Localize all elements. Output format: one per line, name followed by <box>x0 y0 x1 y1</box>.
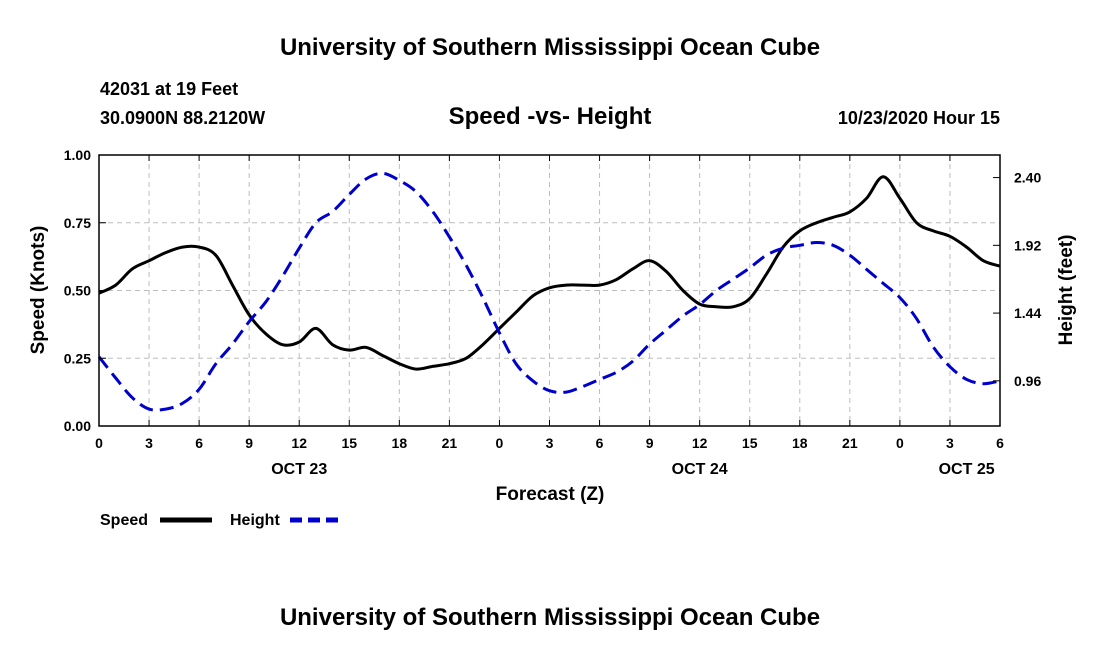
legend-height-label: Height <box>230 512 280 529</box>
station-label: 42031 at 19 Feet <box>100 79 238 99</box>
date-label: 10/23/2020 Hour 15 <box>838 108 1000 128</box>
x-tick-label: 12 <box>692 435 708 451</box>
y2-axis-label: Height (feet) <box>1056 235 1077 346</box>
top-title: University of Southern Mississippi Ocean… <box>280 34 820 61</box>
x-tick-label: 0 <box>95 435 103 451</box>
x-axis-label: Forecast (Z) <box>496 484 605 505</box>
speed-series-line <box>98 175 1001 371</box>
x-tick-label: 12 <box>291 435 307 451</box>
y-axis-label: Speed (Knots) <box>28 226 49 355</box>
grid <box>99 155 1000 426</box>
date-label: OCT 24 <box>672 461 728 478</box>
x-tick-label: 0 <box>496 435 504 451</box>
x-tick-label: 21 <box>442 435 458 451</box>
x-tick-label: 21 <box>842 435 858 451</box>
x-tick-label: 3 <box>145 435 153 451</box>
height-series-line <box>97 171 1001 412</box>
y-tick-label: 0.00 <box>64 418 91 434</box>
y2-tick-label: 1.44 <box>1014 305 1041 321</box>
y2-tick-label: 0.96 <box>1014 373 1041 389</box>
axes: 0 3 6 9 12 15 18 21 0 3 6 9 12 15 18 21 0 3 6 0.00 0.25 0.50 0… <box>64 147 1042 478</box>
y2-tick-label: 2.40 <box>1014 170 1041 186</box>
x-tick-label: 6 <box>996 435 1004 451</box>
date-label: OCT 23 <box>271 461 327 478</box>
y-tick-label: 1.00 <box>64 147 91 163</box>
y-tick-label: 0.75 <box>64 215 91 231</box>
date-label: OCT 25 <box>939 461 995 478</box>
x-tick-label: 6 <box>195 435 203 451</box>
x-tick-label: 15 <box>742 435 758 451</box>
x-tick-label: 6 <box>596 435 604 451</box>
x-tick-label: 18 <box>792 435 808 451</box>
x-tick-label: 9 <box>245 435 253 451</box>
y-tick-label: 0.50 <box>64 283 91 299</box>
legend: Speed Height <box>100 512 342 529</box>
x-tick-label: 3 <box>946 435 954 451</box>
chart-title: Speed -vs- Height <box>449 103 652 130</box>
bottom-title: University of Southern Mississippi Ocean… <box>280 604 820 631</box>
x-tick-label: 18 <box>392 435 408 451</box>
y2-tick-label: 1.92 <box>1014 237 1041 253</box>
legend-speed-label: Speed <box>100 512 148 529</box>
coordinates-label: 30.0900N 88.2120W <box>100 108 265 128</box>
x-tick-label: 15 <box>341 435 357 451</box>
x-tick-label: 3 <box>546 435 554 451</box>
x-tick-label: 9 <box>646 435 654 451</box>
x-tick-label: 0 <box>896 435 904 451</box>
series-layer <box>97 171 1001 412</box>
y-tick-label: 0.25 <box>64 350 91 366</box>
